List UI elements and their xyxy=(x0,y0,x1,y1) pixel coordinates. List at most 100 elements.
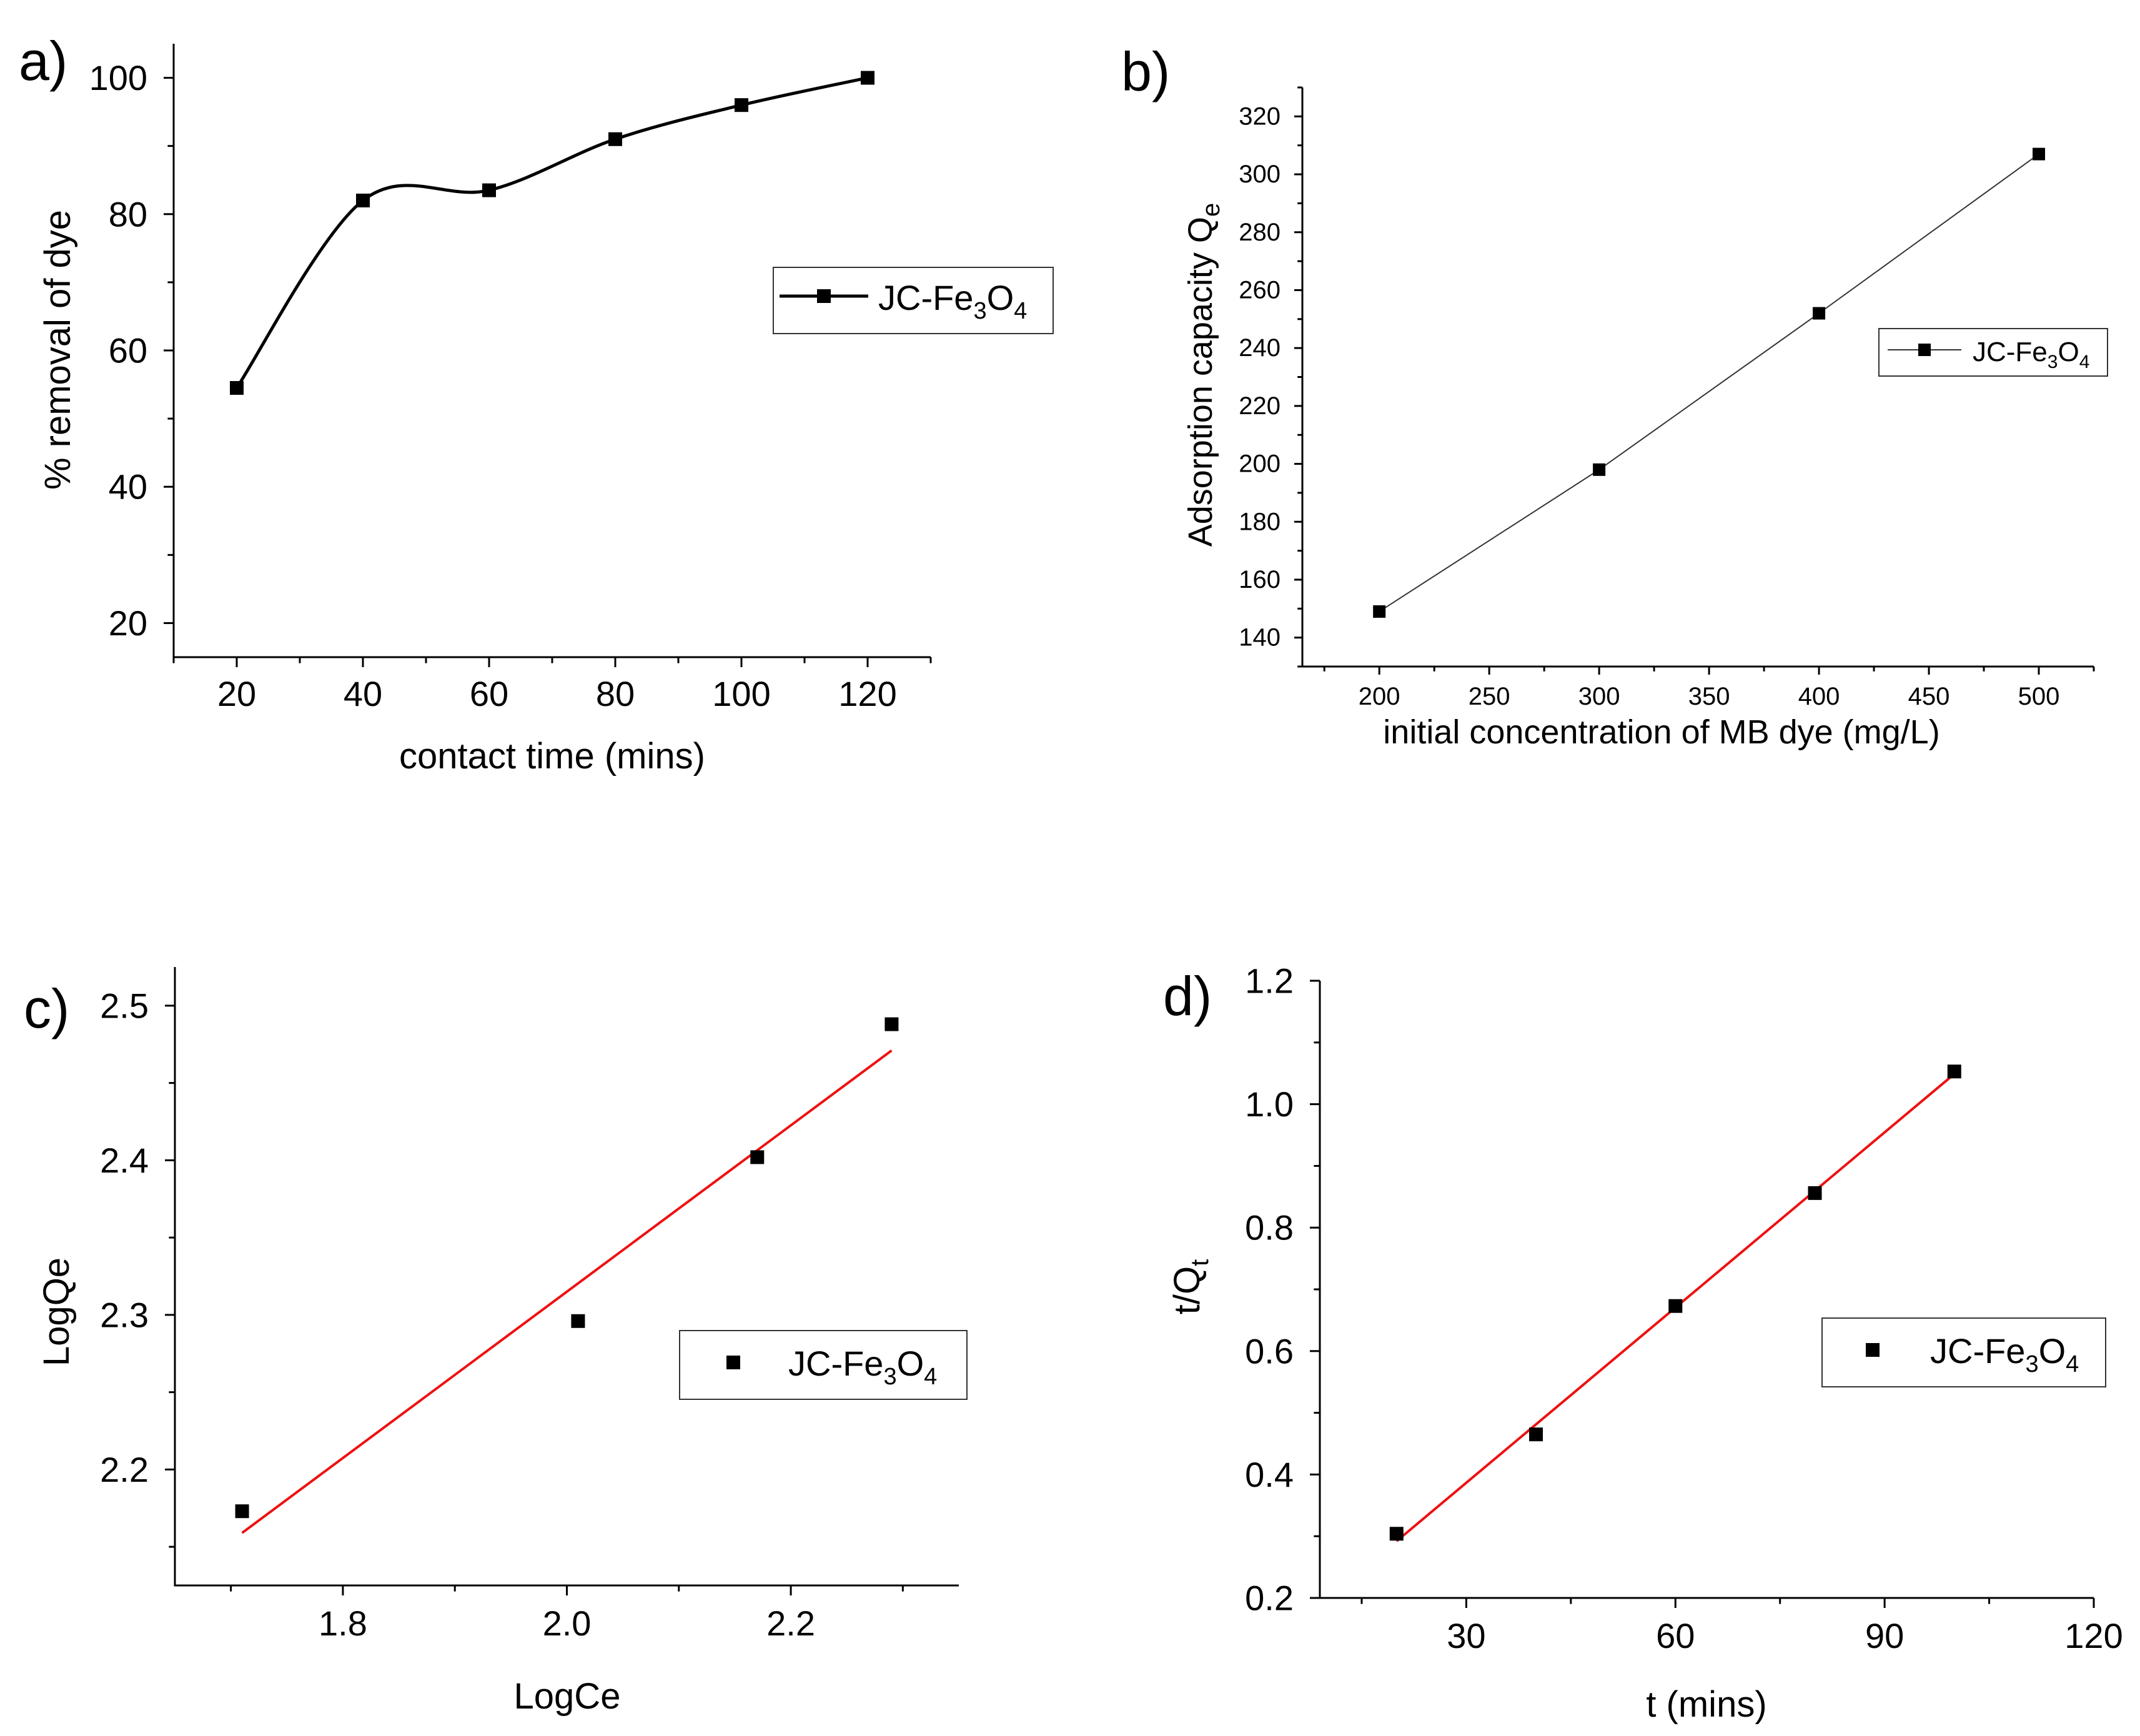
data-point xyxy=(1808,1186,1822,1200)
panel-b: b) 200 250 300 350 400 450 500 140 160 180 200 220… xyxy=(1121,41,2108,751)
panel-b-label: b) xyxy=(1121,41,1170,102)
panel-c-x-ticks: 1.8 2.0 2.2 xyxy=(230,1585,904,1643)
panel-c-y-ticks: 2.2 2.3 2.4 2.5 xyxy=(100,986,175,1548)
y-tick-label: 220 xyxy=(1239,392,1281,420)
panel-b-series xyxy=(1373,147,2046,618)
data-point xyxy=(608,132,622,146)
y-tick-label: 140 xyxy=(1239,624,1281,652)
panel-c-series xyxy=(235,1017,899,1534)
x-tick-label: 60 xyxy=(1656,1616,1695,1655)
x-tick-label: 1.8 xyxy=(319,1604,367,1643)
y-tick-label: 240 xyxy=(1239,334,1281,362)
x-tick-label: 400 xyxy=(1798,683,1840,710)
x-tick-label: 90 xyxy=(1865,1616,1904,1655)
panel-d-x-ticks: 30 60 90 120 xyxy=(1360,1598,2123,1655)
panel-c-legend-marker xyxy=(726,1356,740,1369)
data-point xyxy=(1947,1064,1961,1079)
x-tick-label: 450 xyxy=(1908,683,1950,710)
y-tick-label: 60 xyxy=(109,331,147,370)
panel-d-legend-marker xyxy=(1866,1343,1880,1357)
y-tick-label: 200 xyxy=(1239,450,1281,478)
panel-b-legend-box xyxy=(1878,328,2108,377)
data-point xyxy=(482,183,496,197)
panel-b-y-ticks: 140 160 180 200 220 240 260 280 300 320 xyxy=(1239,86,1302,668)
y-tick-label: 300 xyxy=(1239,161,1281,188)
data-point xyxy=(1529,1427,1543,1442)
y-tick-label: 0.4 xyxy=(1245,1455,1294,1494)
data-point xyxy=(884,1017,899,1031)
panel-c-label: c) xyxy=(24,978,69,1039)
panel-c-legend-text: JC-Fe3O4 xyxy=(788,1344,937,1390)
panel-a-y-axis-label: % removal of dye xyxy=(37,210,78,490)
y-tick-label: 20 xyxy=(109,603,147,643)
panel-d-label: d) xyxy=(1163,965,1212,1027)
panel-d-axes xyxy=(1319,981,2094,1599)
y-tick-label: 260 xyxy=(1239,276,1281,304)
data-point xyxy=(1668,1299,1683,1313)
data-point xyxy=(571,1314,585,1328)
panel-a-axes xyxy=(172,44,931,658)
panel-d-series xyxy=(1389,1064,1961,1542)
panel-c-y-axis-label: LogQe xyxy=(36,1257,77,1366)
panel-b-x-axis-label: initial concentration of MB dye (mg/L) xyxy=(1383,713,1939,751)
y-tick-label: 80 xyxy=(109,194,147,234)
panel-a: a) 20 40 60 80 100 120 20 40 60 80 100 contact ti… xyxy=(19,30,1054,776)
x-tick-label: 200 xyxy=(1359,683,1400,710)
x-tick-label: 2.0 xyxy=(543,1604,592,1643)
panel-a-x-ticks: 20 40 60 80 100 120 xyxy=(172,657,932,713)
panel-d-y-ticks: 0.2 0.4 0.6 0.8 1.0 1.2 xyxy=(1245,961,1320,1618)
data-point xyxy=(2033,147,2046,161)
panel-a-legend-marker xyxy=(817,289,831,303)
y-tick-label: 160 xyxy=(1239,566,1281,593)
x-tick-label: 30 xyxy=(1447,1616,1485,1655)
panel-d-legend: JC-Fe3O4 xyxy=(1821,1317,2106,1387)
x-tick-label: 2.2 xyxy=(766,1604,815,1643)
x-tick-label: 500 xyxy=(2018,683,2060,710)
data-point xyxy=(861,71,874,85)
data-point xyxy=(235,1504,249,1519)
panel-a-legend-text: JC-Fe3O4 xyxy=(878,278,1027,324)
y-tick-label: 0.6 xyxy=(1245,1331,1294,1371)
panel-d: d) 30 60 90 120 0.2 0.4 0.6 0.8 1.0 1.2 t (mins)… xyxy=(1163,961,2123,1725)
data-point xyxy=(735,98,748,112)
y-tick-label: 100 xyxy=(89,58,147,97)
data-point xyxy=(750,1150,765,1164)
y-tick-label: 280 xyxy=(1239,219,1281,246)
x-tick-label: 20 xyxy=(217,674,256,713)
y-tick-label: 40 xyxy=(109,467,147,507)
panel-a-label: a) xyxy=(19,30,67,92)
data-point xyxy=(1813,307,1826,320)
panel-d-y-axis-label: t/Qt xyxy=(1167,1259,1214,1314)
y-tick-label: 180 xyxy=(1239,508,1281,535)
y-tick-label: 2.4 xyxy=(100,1141,149,1180)
panel-b-legend-text: JC-Fe3O4 xyxy=(1973,337,2089,372)
x-tick-label: 100 xyxy=(712,674,770,713)
series-line xyxy=(1379,153,2039,612)
x-tick-label: 60 xyxy=(470,674,508,713)
y-tick-label: 1.0 xyxy=(1245,1084,1294,1124)
y-tick-label: 320 xyxy=(1239,102,1281,130)
panel-c-axes xyxy=(174,967,959,1587)
x-tick-label: 80 xyxy=(596,674,635,713)
y-tick-label: 2.5 xyxy=(100,986,149,1025)
y-tick-label: 2.2 xyxy=(100,1450,149,1489)
panel-a-x-axis-label: contact time (mins) xyxy=(399,736,705,776)
x-tick-label: 40 xyxy=(344,674,382,713)
panel-b-x-ticks: 200 250 300 350 400 450 500 xyxy=(1323,667,2095,710)
panel-a-legend: JC-Fe3O4 xyxy=(773,267,1054,334)
y-tick-label: 0.8 xyxy=(1245,1208,1294,1247)
panel-d-legend-text: JC-Fe3O4 xyxy=(1930,1331,2079,1377)
panel-b-axes xyxy=(1301,87,2094,668)
panel-b-legend: JC-Fe3O4 xyxy=(1878,328,2108,377)
data-point xyxy=(356,193,370,207)
panel-a-y-ticks: 20 40 60 80 100 xyxy=(89,58,174,643)
panel-d-x-axis-label: t (mins) xyxy=(1646,1684,1766,1725)
x-tick-label: 120 xyxy=(838,674,896,713)
x-tick-label: 350 xyxy=(1688,683,1730,710)
data-point xyxy=(1389,1527,1404,1541)
y-tick-label: 0.2 xyxy=(1245,1579,1294,1618)
panel-c: c) 1.8 2.0 2.2 2.2 2.3 2.4 2.5 LogCe LogQe JC… xyxy=(24,967,968,1717)
x-tick-label: 120 xyxy=(2064,1616,2123,1655)
y-tick-label: 2.3 xyxy=(100,1295,149,1334)
y-tick-label: 1.2 xyxy=(1245,961,1294,1001)
